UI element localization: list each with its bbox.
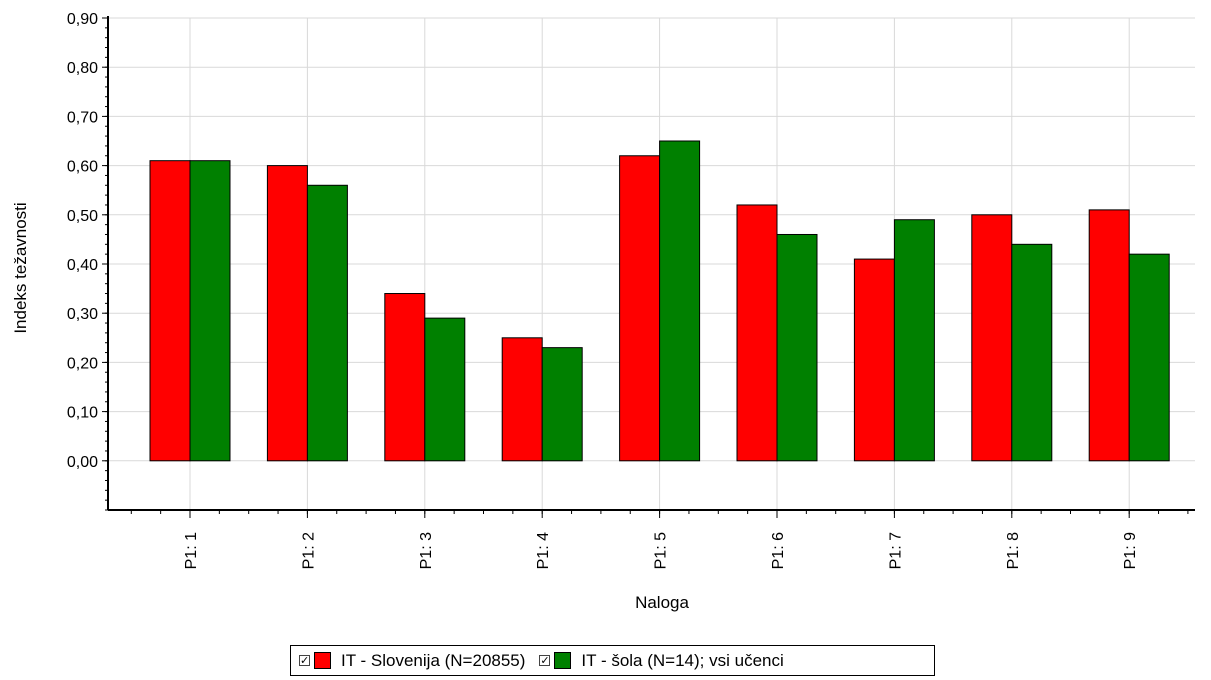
x-tick-label: P1: 9 <box>1122 532 1139 569</box>
y-tick-label: 0,40 <box>67 257 98 274</box>
y-tick-label: 0,10 <box>67 405 98 422</box>
bar-sola <box>893 219 935 462</box>
y-tick-label: 0,60 <box>67 159 98 176</box>
bar-slovenija <box>1088 209 1130 462</box>
bar-sola <box>776 233 818 462</box>
legend: ✓ IT - Slovenija (N=20855) ✓ IT - šola (… <box>290 645 935 676</box>
y-tick-label: 0,50 <box>67 208 98 225</box>
axes <box>102 16 1195 518</box>
bar-slovenija <box>149 160 191 462</box>
x-axis-title: Naloga <box>635 593 689 612</box>
bar-slovenija <box>384 293 426 462</box>
bar-slovenija <box>501 337 543 462</box>
bar-sola <box>659 140 701 462</box>
bar-sola <box>541 347 583 462</box>
bar-sola <box>306 184 348 462</box>
y-tick-label: 0,90 <box>67 11 98 28</box>
bar-slovenija <box>971 214 1013 462</box>
legend-item-sola[interactable]: ✓ IT - šola (N=14); vsi učenci <box>539 650 784 671</box>
y-tick-label: 0,80 <box>67 60 98 77</box>
tick-labels: 0,00 0,10 0,20 0,30 0,40 0,50 0,60 0,70 0,80 0,90… <box>67 11 1139 569</box>
x-tick-label: P1: 3 <box>418 532 435 569</box>
x-tick-label: P1: 8 <box>1005 532 1022 569</box>
bar-slovenija <box>853 258 895 462</box>
x-tick-label: P1: 2 <box>300 532 317 569</box>
legend-swatch-sola <box>554 652 572 669</box>
checkbox-icon[interactable]: ✓ <box>299 654 310 667</box>
y-tick-label: 0,00 <box>67 454 98 471</box>
y-tick-label: 0,70 <box>67 109 98 126</box>
bar-sola <box>424 317 466 462</box>
bars <box>149 140 1170 462</box>
x-tick-label: P1: 1 <box>183 532 200 569</box>
bar-slovenija <box>736 204 778 462</box>
bar-slovenija <box>266 165 308 462</box>
x-tick-label: P1: 7 <box>887 532 904 569</box>
checkbox-icon[interactable]: ✓ <box>539 654 551 667</box>
x-tick-label: P1: 5 <box>653 532 670 569</box>
x-tick-label: P1: 4 <box>535 532 552 569</box>
legend-swatch-slovenija <box>314 652 331 669</box>
bar-slovenija <box>619 155 661 462</box>
legend-label-slovenija: IT - Slovenija (N=20855) <box>341 650 526 670</box>
bar-sola <box>189 160 231 462</box>
y-axis-title: Indeks težavnosti <box>11 202 30 333</box>
legend-item-slovenija[interactable]: ✓ IT - Slovenija (N=20855) <box>299 651 525 671</box>
bar-sola <box>1128 253 1170 462</box>
x-tick-label: P1: 6 <box>770 532 787 569</box>
legend-label-sola: IT - šola (N=14); vsi učenci <box>581 650 784 670</box>
bar-sola <box>1011 243 1053 462</box>
chart: 0,00 0,10 0,20 0,30 0,40 0,50 0,60 0,70 0,80 0,90… <box>11 11 1195 612</box>
y-tick-label: 0,20 <box>67 355 98 372</box>
y-tick-label: 0,30 <box>67 306 98 323</box>
